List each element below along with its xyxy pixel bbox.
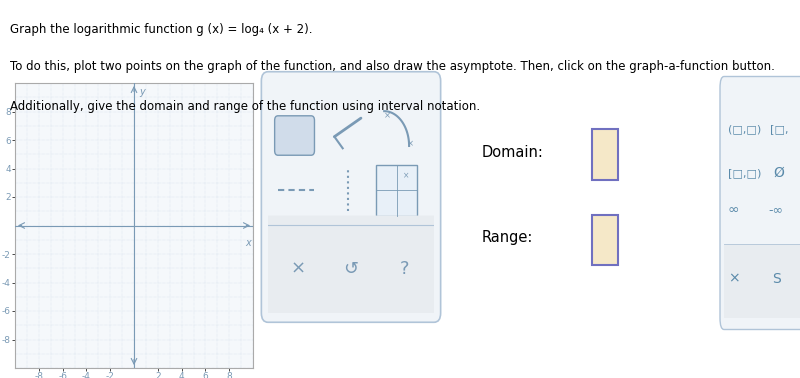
Text: Range:: Range: <box>482 230 533 245</box>
Text: Domain:: Domain: <box>482 145 543 160</box>
Text: ×: × <box>384 111 391 120</box>
Text: ×: × <box>403 172 410 181</box>
Text: To do this, plot two points on the graph of the function, and also draw the asym: To do this, plot two points on the graph… <box>10 60 774 73</box>
FancyBboxPatch shape <box>720 76 800 330</box>
Text: x: x <box>246 238 251 248</box>
Text: [□,: [□, <box>770 124 789 135</box>
Text: ↺: ↺ <box>343 260 358 278</box>
Bar <box>592 129 618 180</box>
FancyBboxPatch shape <box>376 164 418 215</box>
Bar <box>592 214 618 265</box>
FancyBboxPatch shape <box>262 215 441 322</box>
Text: ×: × <box>407 139 414 148</box>
FancyBboxPatch shape <box>274 116 314 155</box>
Text: Graph the logarithmic function g (x) = log₄ (x + 2).: Graph the logarithmic function g (x) = l… <box>10 23 312 36</box>
Bar <box>724 245 800 318</box>
Text: ?: ? <box>399 260 409 278</box>
Text: -∞: -∞ <box>768 203 783 216</box>
Text: [□,□): [□,□) <box>728 168 762 178</box>
Text: ×: × <box>728 272 740 286</box>
Text: Additionally, give the domain and range of the function using interval notation.: Additionally, give the domain and range … <box>10 100 480 113</box>
Text: Ø: Ø <box>774 166 785 180</box>
Text: y: y <box>138 87 145 97</box>
Text: (□,□): (□,□) <box>728 124 762 135</box>
Bar <box>268 225 434 313</box>
Text: ∞: ∞ <box>728 203 739 217</box>
Text: S: S <box>772 272 781 286</box>
Text: ×: × <box>290 260 306 278</box>
FancyBboxPatch shape <box>262 72 441 322</box>
